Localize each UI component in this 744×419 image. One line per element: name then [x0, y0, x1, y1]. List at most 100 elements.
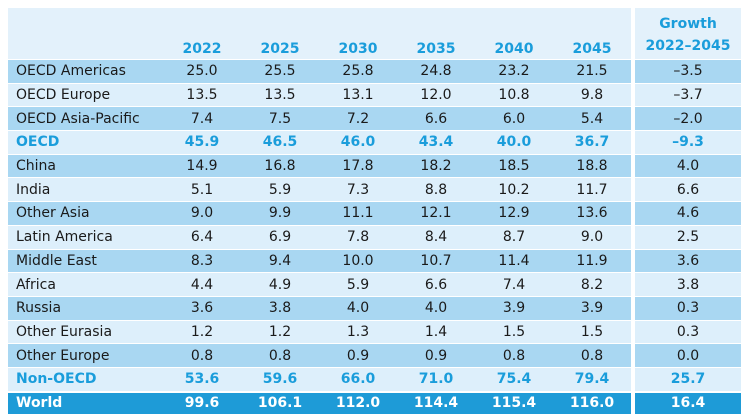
value-cell-2045: 21.5	[553, 59, 631, 83]
value-cell-2025: 46.5	[241, 130, 319, 154]
column-gap	[631, 295, 635, 320]
value-cell-2022: 14.9	[163, 153, 241, 178]
growth-cell: 4.0	[635, 153, 741, 178]
value-cell-2040: 115.4	[475, 390, 553, 415]
value-cell-2030: 10.0	[319, 248, 397, 273]
value-cell-2030: 17.8	[319, 153, 397, 178]
row-label: World	[8, 390, 163, 415]
table-row: China 14.9 16.8 17.8 18.2 18.5 18.8 4.0	[8, 153, 741, 178]
value-cell-2022: 53.6	[163, 366, 241, 391]
growth-cell: 0.3	[635, 295, 741, 320]
value-cell-2035: 6.6	[397, 272, 475, 296]
value-cell-2022: 9.0	[163, 201, 241, 225]
value-cell-2025: 13.5	[241, 82, 319, 107]
value-cell-2040: 1.5	[475, 319, 553, 344]
value-cell-2035: 4.0	[397, 295, 475, 320]
value-cell-2030: 4.0	[319, 295, 397, 320]
value-cell-2045: 18.8	[553, 153, 631, 178]
row-label: Latin America	[8, 224, 163, 249]
row-label: India	[8, 177, 163, 202]
row-label: Non-OECD	[8, 366, 163, 391]
column-gap	[631, 390, 635, 415]
value-cell-2035: 1.4	[397, 319, 475, 344]
table-row: OECD Americas 25.0 25.5 25.8 24.8 23.2 21.5 –3.…	[8, 59, 741, 83]
value-cell-2045: 0.8	[553, 343, 631, 367]
table-row: Other Eurasia 1.2 1.2 1.3 1.4 1.5 1.5 0.3	[8, 319, 741, 344]
header-year-2030: 2030	[319, 8, 397, 59]
header-growth: Growth 2022–2045	[635, 8, 741, 59]
value-cell-2025: 16.8	[241, 153, 319, 178]
value-cell-2040: 18.5	[475, 153, 553, 178]
table-row: India 5.1 5.9 7.3 8.8 10.2 11.7 6.6	[8, 177, 741, 202]
value-cell-2035: 6.6	[397, 106, 475, 131]
growth-cell: 4.6	[635, 201, 741, 225]
demand-table: 2022 2025 2030 2035 2040 2045 Growth 202…	[8, 8, 741, 415]
header-row: 2022 2025 2030 2035 2040 2045 Growth 202…	[8, 8, 741, 59]
value-cell-2045: 9.0	[553, 224, 631, 249]
value-cell-2035: 43.4	[397, 130, 475, 154]
column-gap	[631, 153, 635, 178]
value-cell-2035: 12.1	[397, 201, 475, 225]
value-cell-2040: 11.4	[475, 248, 553, 273]
value-cell-2040: 8.7	[475, 224, 553, 249]
value-cell-2045: 3.9	[553, 295, 631, 320]
value-cell-2030: 7.2	[319, 106, 397, 131]
table-row: OECD Europe 13.5 13.5 13.1 12.0 10.8 9.8 –3.7	[8, 82, 741, 107]
growth-cell: –3.7	[635, 82, 741, 107]
value-cell-2035: 24.8	[397, 59, 475, 83]
value-cell-2022: 3.6	[163, 295, 241, 320]
value-cell-2030: 66.0	[319, 366, 397, 391]
value-cell-2040: 12.9	[475, 201, 553, 225]
growth-cell: 25.7	[635, 366, 741, 391]
value-cell-2045: 11.7	[553, 177, 631, 202]
total-row: World 99.6 106.1 112.0 114.4 115.4 116.0 16.4	[8, 390, 741, 415]
column-gap	[631, 130, 635, 154]
value-cell-2030: 7.8	[319, 224, 397, 249]
value-cell-2045: 11.9	[553, 248, 631, 273]
row-label: OECD	[8, 130, 163, 154]
value-cell-2040: 40.0	[475, 130, 553, 154]
row-label: Other Asia	[8, 201, 163, 225]
column-gap	[631, 319, 635, 344]
value-cell-2025: 1.2	[241, 319, 319, 344]
header-growth-period: 2022–2045	[645, 38, 731, 54]
subtotal-row: Non-OECD 53.6 59.6 66.0 71.0 75.4 79.4 25.7	[8, 366, 741, 391]
growth-cell: 16.4	[635, 390, 741, 415]
value-cell-2022: 8.3	[163, 248, 241, 273]
value-cell-2035: 12.0	[397, 82, 475, 107]
table-row: Africa 4.4 4.9 5.9 6.6 7.4 8.2 3.8	[8, 272, 741, 296]
value-cell-2045: 116.0	[553, 390, 631, 415]
value-cell-2030: 1.3	[319, 319, 397, 344]
value-cell-2030: 46.0	[319, 130, 397, 154]
value-cell-2030: 5.9	[319, 272, 397, 296]
value-cell-2025: 106.1	[241, 390, 319, 415]
row-label: Middle East	[8, 248, 163, 273]
column-gap	[631, 248, 635, 273]
column-gap	[631, 8, 635, 59]
value-cell-2045: 36.7	[553, 130, 631, 154]
table-row: Russia 3.6 3.8 4.0 4.0 3.9 3.9 0.3	[8, 295, 741, 320]
table-row: Other Europe 0.8 0.8 0.9 0.9 0.8 0.8 0.0	[8, 343, 741, 367]
value-cell-2040: 3.9	[475, 295, 553, 320]
value-cell-2022: 6.4	[163, 224, 241, 249]
value-cell-2025: 4.9	[241, 272, 319, 296]
value-cell-2035: 0.9	[397, 343, 475, 367]
row-label: OECD Asia-Pacific	[8, 106, 163, 131]
value-cell-2045: 5.4	[553, 106, 631, 131]
value-cell-2030: 0.9	[319, 343, 397, 367]
value-cell-2022: 1.2	[163, 319, 241, 344]
growth-cell: 2.5	[635, 224, 741, 249]
column-gap	[631, 59, 635, 83]
row-label: Africa	[8, 272, 163, 296]
value-cell-2045: 79.4	[553, 366, 631, 391]
table-row: Latin America 6.4 6.9 7.8 8.4 8.7 9.0 2.5	[8, 224, 741, 249]
value-cell-2025: 9.9	[241, 201, 319, 225]
table-body: OECD Americas 25.0 25.5 25.8 24.8 23.2 21.5 –3.…	[8, 59, 741, 415]
value-cell-2022: 45.9	[163, 130, 241, 154]
table-row: Other Asia 9.0 9.9 11.1 12.1 12.9 13.6 4.6	[8, 201, 741, 225]
column-gap	[631, 272, 635, 296]
row-label: Other Eurasia	[8, 319, 163, 344]
value-cell-2022: 25.0	[163, 59, 241, 83]
column-gap	[631, 366, 635, 391]
value-cell-2030: 7.3	[319, 177, 397, 202]
